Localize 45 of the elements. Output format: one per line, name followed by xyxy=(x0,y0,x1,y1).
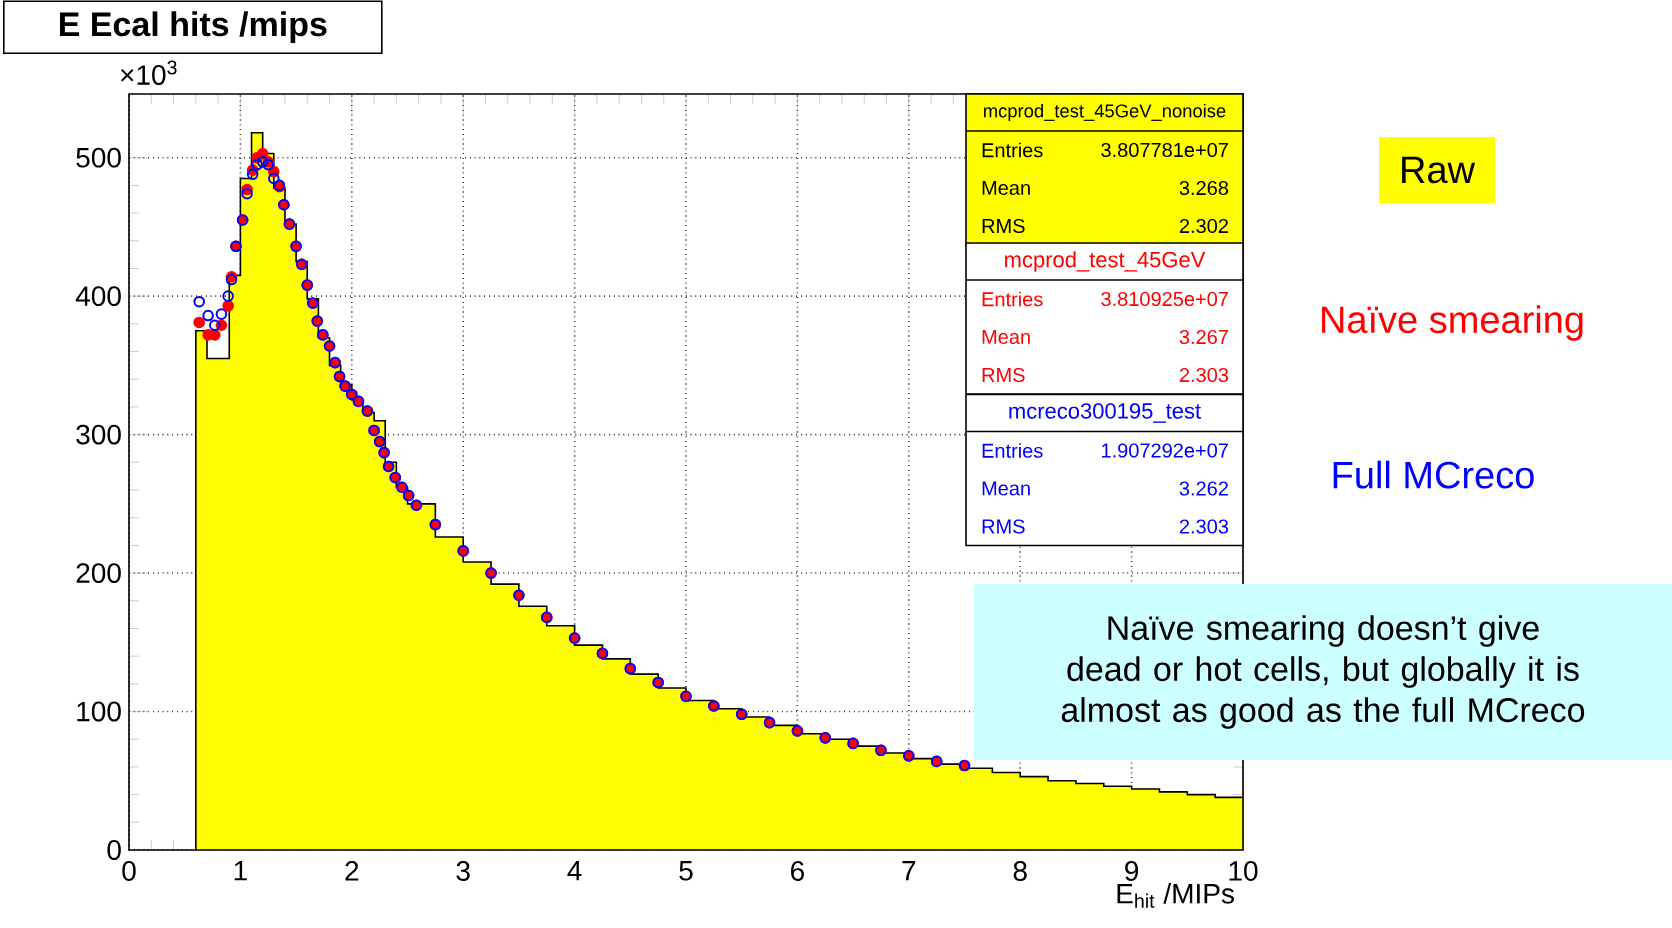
annotation: Mean xyxy=(982,481,1030,496)
annotation: Naïve smearing doesn’t give dead or hot cells, but globally it is almost as good as the full MCreco xyxy=(1061,615,1585,729)
text: mcprod_test_45GeV_nonoise xyxy=(984,103,1226,122)
x-tick-label: 8 xyxy=(1013,861,1027,881)
annotation: 3.810925e+07 xyxy=(1101,291,1228,307)
text: Naïve smearing xyxy=(1322,305,1583,341)
x-tick-label: 5 xyxy=(679,861,693,881)
x-tick-label: 7 xyxy=(902,861,916,881)
y-tick-label: 0 xyxy=(107,840,121,860)
text: ×10$^{3}$ xyxy=(121,60,177,85)
annotation: Entries xyxy=(982,291,1043,307)
annotation: 2.303 xyxy=(1179,519,1229,534)
chart-title: E Ecal hits /mips xyxy=(59,11,327,44)
x-tick-label: 1 xyxy=(234,861,247,881)
x-tick-label: 4 xyxy=(567,861,582,881)
annotation: RMS xyxy=(982,218,1025,234)
annotation: 2.302 xyxy=(1179,218,1228,234)
annotation: 3.262 xyxy=(1179,481,1228,496)
annotation: Mean xyxy=(982,330,1030,344)
x-tick-label: 10 xyxy=(1229,861,1258,881)
x-tick-label: 6 xyxy=(791,861,804,881)
x-tick-label: 0 xyxy=(122,861,136,881)
annotation: Entries xyxy=(982,443,1043,458)
annotation: RMS xyxy=(982,519,1025,534)
y-tick-label: 100 xyxy=(77,701,121,722)
x-tick-label: 9 xyxy=(1125,861,1139,881)
text: Full MCreco xyxy=(1333,460,1534,489)
annotation: 2.303 xyxy=(1179,367,1229,383)
y-tick-label: 200 xyxy=(76,563,121,583)
text: mcreco300195_test xyxy=(1009,403,1201,423)
annotation: RMS xyxy=(982,367,1025,383)
annotation: 3.268 xyxy=(1179,180,1229,196)
x-axis-title: E$_{hit}$ /MIPs xyxy=(1117,883,1234,908)
text: Raw xyxy=(1402,156,1476,184)
annotation: Mean xyxy=(982,181,1030,195)
annotation: Entries xyxy=(982,142,1043,158)
text: mcprod_test_45GeV xyxy=(1005,251,1206,272)
x-tick-label: 3 xyxy=(456,861,470,881)
x-tick-label: 2 xyxy=(345,861,359,881)
annotation: 1.907292e+07 xyxy=(1102,443,1228,458)
annotation: 3.267 xyxy=(1179,329,1228,345)
y-tick-label: 400 xyxy=(75,286,121,307)
annotation: 3.807781e+07 xyxy=(1101,142,1228,158)
y-tick-label: 300 xyxy=(76,424,121,445)
y-tick-label: 500 xyxy=(76,147,121,168)
